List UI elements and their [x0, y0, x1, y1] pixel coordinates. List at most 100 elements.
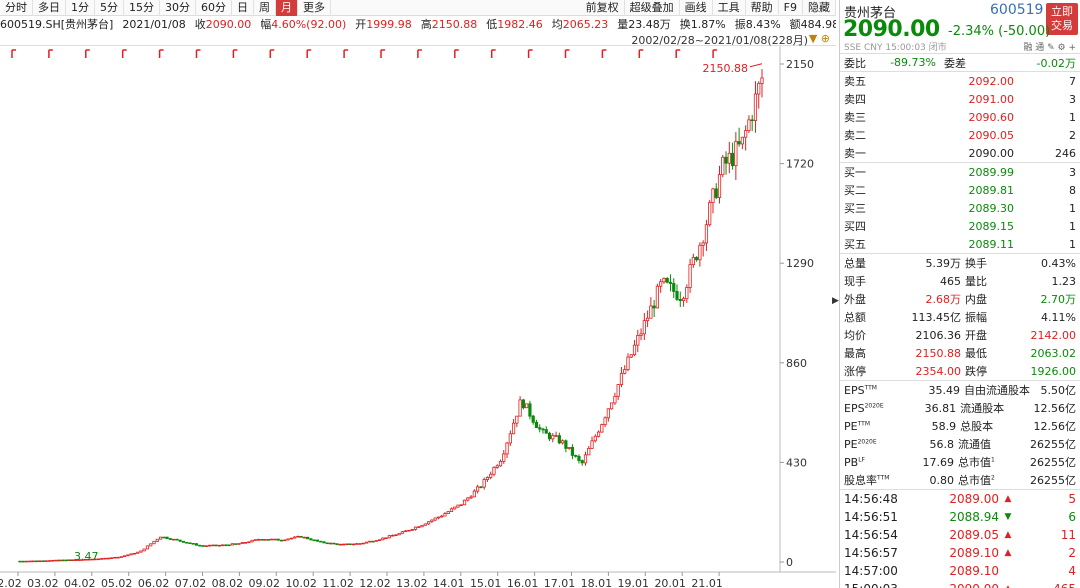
event-flag-icon[interactable]	[269, 49, 275, 58]
order-book-row[interactable]: 买二 2089.81 8	[840, 181, 1080, 199]
level-price: 2089.30	[968, 201, 1015, 215]
toolbar-action-button[interactable]: F9	[779, 0, 803, 16]
toolbar-action-button[interactable]: 工具	[713, 0, 746, 16]
stat-value-2: 1926.00	[1030, 364, 1077, 378]
order-book-row[interactable]: 卖四 2091.00 3	[840, 90, 1080, 108]
x-tick-label: 16.01	[507, 577, 539, 588]
min-price-label: 3.47	[74, 550, 99, 563]
stock-code-label: 600519	[990, 2, 1044, 18]
chart-svg[interactable]: 0 430 860 1290 1720 2150 02.02 03.02 04.02 05.02 0…	[0, 46, 836, 588]
order-book-row[interactable]: 买一 2089.99 3	[840, 163, 1080, 181]
order-book-row[interactable]: 买四 2089.15 1	[840, 217, 1080, 235]
event-flag-icon[interactable]	[601, 49, 607, 58]
candle-body	[162, 536, 166, 539]
period-tab[interactable]: 1分	[66, 0, 95, 16]
tick-time: 14:56:54	[844, 528, 898, 542]
level-volume: 3	[1069, 165, 1076, 179]
period-tab[interactable]: 分时	[0, 0, 33, 16]
event-flag-icon[interactable]	[48, 49, 53, 58]
last-price: 2090.00	[843, 17, 940, 42]
stock-name: 贵州茅台	[844, 6, 897, 21]
level-label: 卖二	[844, 129, 866, 142]
trade-now-button[interactable]: 立即 交易	[1046, 3, 1078, 35]
fin-value-2: 26255亿	[1030, 456, 1076, 469]
toolbar-action-button[interactable]: 隐藏	[803, 0, 836, 16]
toolbar-action-button[interactable]: 前复权	[581, 0, 625, 16]
period-tab[interactable]: 30分	[160, 0, 196, 16]
level-price: 2090.05	[968, 128, 1015, 142]
fin-value-2: 26255亿	[1030, 474, 1076, 487]
x-tick-label: 02.02	[0, 577, 22, 588]
period-tab[interactable]: 60分	[196, 0, 232, 16]
stat-value-2: 2142.00	[1030, 328, 1077, 342]
period-tab[interactable]: 5分	[95, 0, 124, 16]
candle-body	[292, 536, 297, 539]
panel-tool-icons[interactable]: 融 通 ✎ ⚙ +	[1023, 43, 1076, 53]
order-book-row[interactable]: 卖五 2092.00 7	[840, 72, 1080, 90]
stat-label-2: 振幅	[965, 311, 987, 324]
candle-body	[129, 553, 133, 556]
toolbar-action-button[interactable]: 画线	[680, 0, 713, 16]
candle-body	[175, 538, 179, 541]
toolbar-action-button[interactable]: 帮助	[746, 0, 779, 16]
candle-body	[270, 538, 274, 541]
stock-code: 600519.SH[贵州茅台]	[0, 18, 114, 31]
period-tab[interactable]: 周	[254, 0, 276, 16]
candle-body	[309, 538, 313, 541]
event-flag-icon[interactable]	[158, 49, 164, 58]
event-flag-icon[interactable]	[564, 49, 570, 58]
candle-body	[623, 369, 627, 374]
candle-body	[639, 333, 643, 336]
order-book-row[interactable]: 卖一 2090.00 246	[840, 144, 1080, 162]
event-flag-icon[interactable]	[527, 49, 533, 58]
range-dropdown-icon[interactable]: ▼ ⊕	[808, 32, 830, 45]
candle-body	[567, 447, 571, 449]
diff-value: -0.02万	[1036, 56, 1076, 70]
event-flag-icon[interactable]	[638, 49, 644, 58]
event-flag-icon[interactable]	[454, 49, 459, 58]
candle-body	[332, 542, 336, 545]
event-flag-icon[interactable]	[380, 49, 385, 58]
tick-list: 14:56:48 2089.00 ▲ 5 14:56:51 2088.94 ▼ 6…	[840, 490, 1080, 588]
order-book-row[interactable]: 卖三 2090.60 1	[840, 108, 1080, 126]
candlestick-chart[interactable]: 0 430 860 1290 1720 2150 02.02 03.02 04.02 05.02 0…	[0, 46, 836, 588]
candle-body	[155, 538, 159, 542]
period-tab[interactable]: 月	[276, 0, 298, 16]
candle-body	[525, 403, 529, 409]
event-flag-icon[interactable]	[490, 49, 496, 58]
order-book-row[interactable]: 卖二 2090.05 2	[840, 126, 1080, 144]
event-flag-icon[interactable]	[306, 49, 312, 58]
range-text: 2002/02/28~2021/01/08(228月)	[631, 34, 808, 47]
event-flag-icon[interactable]	[232, 49, 238, 58]
candle-body	[217, 544, 221, 547]
event-flag-icon[interactable]	[417, 49, 422, 58]
event-flag-icon[interactable]	[85, 49, 90, 58]
order-book-row[interactable]: 买三 2089.30 1	[840, 199, 1080, 217]
period-tab[interactable]: 多日	[33, 0, 66, 16]
event-flag-icon[interactable]	[675, 49, 681, 58]
candle-body	[538, 427, 542, 430]
event-flag-icon[interactable]	[343, 49, 349, 58]
panel-collapse-icon[interactable]: ▶	[832, 296, 839, 306]
candle-body	[279, 539, 284, 542]
level-price: 2089.11	[968, 237, 1015, 251]
fin-sup: 2020E	[864, 401, 884, 409]
event-flag-icon[interactable]	[121, 49, 127, 58]
tick-row: 14:56:51 2088.94 ▼ 6	[840, 508, 1080, 526]
candle-body	[374, 540, 378, 542]
event-flag-icon[interactable]	[11, 49, 16, 58]
candle-body	[361, 542, 365, 545]
period-tab[interactable]: 日	[232, 0, 254, 16]
x-tick-label: 09.02	[249, 577, 281, 588]
candle-body	[652, 305, 656, 309]
toolbar-action-button[interactable]: 超级叠加	[625, 0, 680, 16]
candle-body	[531, 415, 535, 423]
fundamental-row: PBLF 17.69 总市值1 26255亿	[840, 453, 1080, 471]
period-tab[interactable]: 更多	[298, 0, 331, 16]
candle-body	[21, 560, 25, 563]
order-book-row[interactable]: 买五 2089.11 1	[840, 235, 1080, 253]
candle-body	[312, 539, 316, 542]
event-flag-icon[interactable]	[712, 49, 718, 58]
event-flag-icon[interactable]	[195, 49, 201, 58]
period-tab[interactable]: 15分	[124, 0, 160, 16]
